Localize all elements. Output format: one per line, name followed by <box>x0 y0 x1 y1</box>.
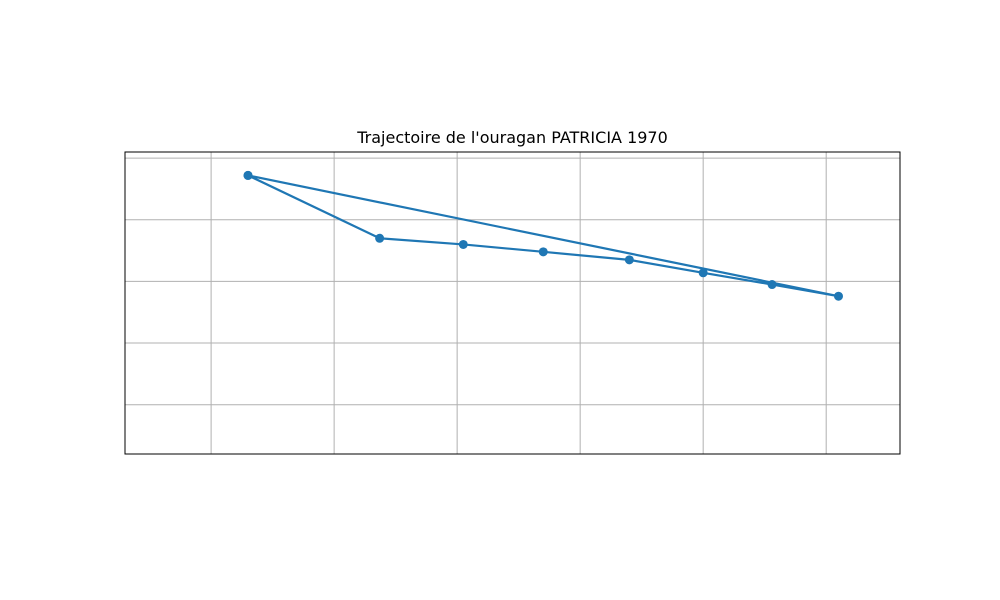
series-layer <box>243 170 843 301</box>
data-point <box>458 239 468 249</box>
chart-title: Trajectoire de l'ouragan PATRICIA 1970 <box>356 128 668 147</box>
data-point <box>833 291 843 301</box>
data-point <box>243 170 253 180</box>
data-point <box>538 247 548 257</box>
data-point <box>698 268 708 278</box>
plot-area-frame <box>124 151 901 455</box>
data-point <box>375 233 385 243</box>
data-point <box>767 280 777 290</box>
data-point <box>624 255 634 265</box>
